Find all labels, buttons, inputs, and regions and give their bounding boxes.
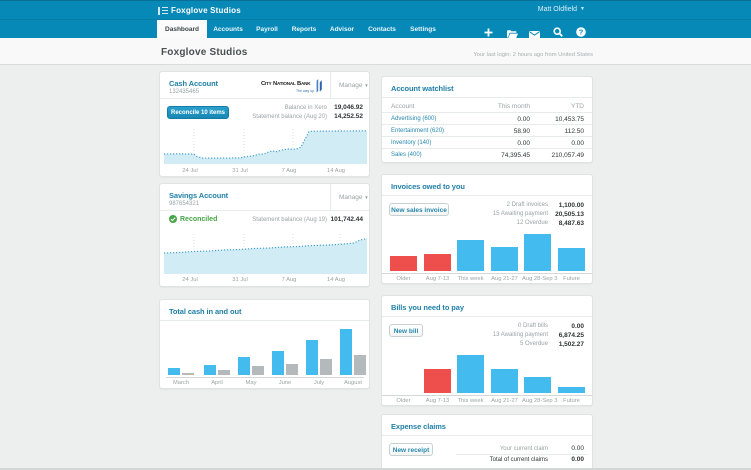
svg-text:?: ? [579, 27, 584, 36]
